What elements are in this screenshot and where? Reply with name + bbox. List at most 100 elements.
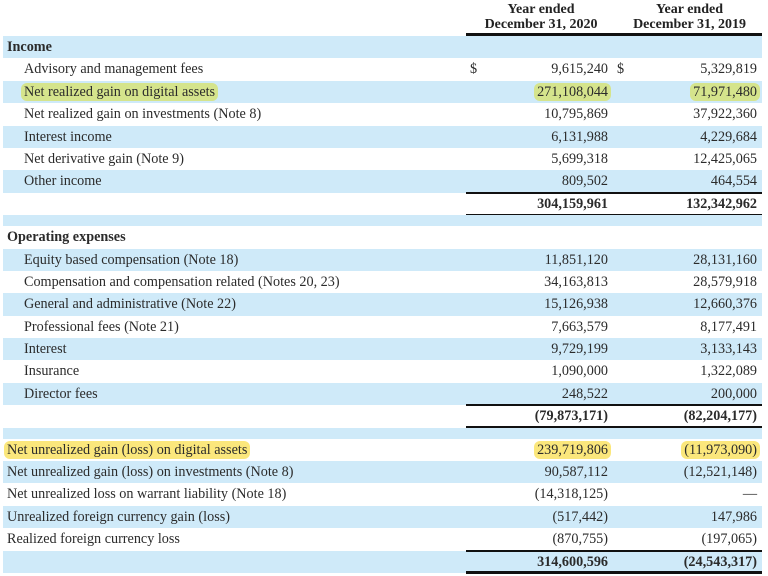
row-label: Unrealized foreign currency gain (loss) (7, 506, 230, 528)
value-2020-text: 314,600,596 (537, 553, 608, 570)
value-2019-text: 12,660,376 (693, 296, 757, 313)
row-label: Compensation and compensation related (N… (24, 271, 340, 293)
value-2019-text: (24,543,317) (683, 553, 757, 570)
section-header-row: Income (3, 36, 762, 59)
value-2019-text: (12,521,148) (683, 464, 757, 481)
row-label: Other income (24, 170, 102, 192)
value-2020: 9,615,240 (551, 58, 608, 80)
value-2019-text: 37,922,360 (693, 106, 757, 123)
table-row: Equity based compensation (Note 18) 11,85… (3, 248, 762, 271)
row-label: Professional fees (Note 21) (24, 316, 179, 338)
value-2019-text: (82,204,177) (683, 408, 757, 425)
value-2019-text: 4,229,684 (700, 128, 757, 145)
spacer-row (3, 215, 762, 227)
spacer-row (3, 427, 762, 439)
value-2020: 9,729,199 (551, 338, 608, 360)
row-label: Advisory and management fees (24, 58, 203, 80)
value-2020-text: 809,502 (561, 173, 608, 190)
row-label-text: Net unrealized loss on warrant liability… (7, 486, 287, 503)
table-row: Unrealized foreign currency gain (loss) (… (3, 505, 762, 529)
value-2020: 809,502 (562, 170, 608, 192)
value-2019: (24,543,317) (684, 551, 757, 573)
row-label: Interest income (24, 126, 112, 148)
value-2020-text: 271,108,044 (534, 82, 611, 101)
subtotal-rule (466, 191, 762, 194)
table-row: Realized foreign currency loss (870,755) (… (3, 528, 762, 550)
total-row: (79,873,171) (82,204,177) (3, 404, 762, 429)
total-rule (466, 213, 762, 217)
value-2019: 4,229,684 (700, 126, 757, 148)
section-title: Operating expenses (7, 226, 126, 248)
value-2019-text: 5,329,819 (700, 61, 757, 78)
total-rule (466, 426, 762, 429)
value-2020-text: 304,159,961 (537, 195, 608, 212)
value-2019-text: 147,986 (710, 508, 757, 525)
value-2019-text: 200,000 (710, 385, 757, 402)
table-row: Net unrealized gain (loss) on digital as… (3, 439, 762, 461)
table-row: Advisory and management fees $ $9,615,240 5… (3, 58, 762, 80)
section-title: Income (7, 36, 52, 58)
row-label-text: Net unrealized gain (loss) on digital as… (4, 440, 251, 459)
row-label: Realized foreign currency loss (7, 528, 180, 550)
row-label: General and administrative (Note 22) (24, 293, 236, 315)
value-2020-text: 248,522 (561, 385, 608, 402)
table-row: Net unrealized loss on warrant liability… (3, 483, 762, 505)
value-2020: 304,159,961 (537, 193, 608, 215)
value-2019: 28,579,918 (693, 271, 757, 293)
value-2019: (197,065) (701, 528, 757, 550)
subtotal-rule (466, 549, 762, 552)
value-2019-text: (197,065) (701, 531, 757, 548)
table-row: Net unrealized gain (loss) on investment… (3, 461, 762, 484)
value-2020-text: 7,663,579 (551, 318, 608, 335)
total-rule (466, 571, 762, 574)
table-row: Net realized gain on investments (Note 8… (3, 103, 762, 125)
column-header-line: Year ended (655, 2, 724, 17)
row-label-text: Operating expenses (7, 229, 126, 246)
row-label-text: Other income (24, 173, 102, 190)
income-statement-table: Income Advisory and management fees $ $9,61… (3, 36, 762, 574)
row-label: Net unrealized loss on warrant liability… (7, 483, 286, 505)
value-2019: 5,329,819 (700, 58, 757, 80)
value-2020: 248,522 (562, 383, 608, 405)
table-row: Interest income 6,131,988 4,229,684 (3, 125, 762, 148)
row-label: Interest (24, 338, 67, 360)
value-2020: (14,318,125) (535, 483, 608, 505)
value-2019: 12,425,065 (693, 148, 757, 170)
value-2019: (12,521,148) (684, 461, 757, 483)
value-2020-text: (14,318,125) (534, 486, 608, 503)
value-2020-text: 15,126,938 (544, 296, 608, 313)
table-row: Compensation and compensation related (N… (3, 271, 762, 293)
value-2020: (517,442) (552, 506, 608, 528)
value-2020-text: 90,587,112 (544, 464, 608, 481)
value-2020: 1,090,000 (551, 360, 608, 382)
value-2020-text: 10,795,869 (544, 106, 608, 123)
value-2019: (11,973,090) (681, 439, 760, 461)
row-label-text: Realized foreign currency loss (7, 531, 180, 548)
value-2020: (870,755) (552, 528, 608, 550)
value-2020-text: (870,755) (552, 531, 608, 548)
table-row: Other income 809,502 464,554 (3, 170, 762, 193)
column-header-line: December 31, 2020 (484, 17, 598, 32)
value-2019-text: 28,131,160 (693, 251, 757, 268)
row-label: Net realized gain on investments (Note 8… (24, 103, 261, 125)
value-2019: 8,177,491 (700, 316, 757, 338)
column-header-line: Year ended (507, 2, 575, 17)
row-label-text: Insurance (24, 363, 80, 380)
row-label-text: Net realized gain on digital assets (21, 82, 219, 101)
table-row: Insurance 1,090,000 1,322,089 (3, 360, 762, 382)
row-label: Net derivative gain (Note 9) (24, 148, 184, 170)
row-label: Insurance (24, 360, 79, 382)
total-row: 304,159,961 132,342,962 (3, 191, 762, 217)
total-row: 314,600,596 (24,543,317) (3, 549, 762, 574)
row-label: Director fees (24, 383, 98, 405)
row-label: Net unrealized gain (loss) on digital as… (4, 439, 251, 461)
table-row: Director fees 248,522 200,000 (3, 382, 762, 406)
row-label-text: Professional fees (Note 21) (24, 318, 179, 335)
value-2019-text: 71,971,480 (690, 82, 760, 101)
row-label-text: Compensation and compensation related (N… (24, 273, 340, 290)
value-2020: 34,163,813 (544, 271, 608, 293)
value-2019: 12,660,376 (693, 293, 757, 315)
table-row: Net derivative gain (Note 9) 5,699,318 12,… (3, 148, 762, 170)
row-label-text: General and administrative (Note 22) (24, 296, 236, 313)
value-2020: 15,126,938 (544, 293, 608, 315)
